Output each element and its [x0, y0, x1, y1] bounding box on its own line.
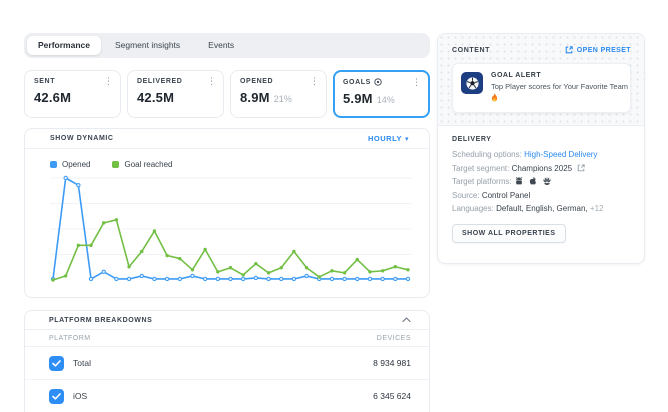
soccer-ball-icon	[461, 72, 483, 94]
checkbox-ios[interactable]	[49, 388, 64, 404]
delivery-section: DELIVERY Scheduling options: High-Speed …	[438, 126, 644, 243]
goal-alert-text: Top Player scores for Your Favorite Team	[491, 82, 633, 104]
devices-count: 6 345 624	[373, 391, 411, 401]
stat-value: 8.9M	[240, 90, 270, 105]
tab-bar: Performance Segment insights Events	[24, 33, 430, 58]
platform-name: iOS	[73, 391, 88, 401]
content-section-title: CONTENT	[452, 46, 491, 54]
stat-label: DELIVERED	[137, 78, 183, 85]
column-header-devices: DEVICES	[376, 334, 411, 342]
open-preset-link[interactable]: OPEN PRESET	[565, 46, 631, 54]
tab-performance[interactable]: Performance	[27, 36, 101, 55]
stat-label: SENT	[34, 78, 56, 85]
stat-label: OPENED	[240, 78, 274, 85]
legend-item-opened[interactable]: Opened	[50, 160, 90, 169]
android-icon	[515, 176, 523, 185]
legend-swatch-opened	[50, 161, 57, 168]
show-all-properties-button[interactable]: SHOW ALL PROPERTIES	[452, 223, 566, 243]
dynamic-line-chart[interactable]	[50, 172, 411, 285]
stat-percent: 14%	[376, 95, 395, 105]
check-icon	[52, 392, 61, 400]
stat-percent: 21%	[273, 94, 292, 104]
chevron-down-icon: ▾	[404, 135, 409, 143]
high-speed-delivery-link[interactable]: High-Speed Delivery	[524, 150, 598, 159]
external-link-icon[interactable]	[577, 163, 586, 172]
table-row-ios: iOS 6 345 624	[25, 380, 429, 412]
stat-card-delivered[interactable]: DELIVERED ⋮ 42.5M	[127, 70, 224, 118]
goal-alert-card[interactable]: GOAL ALERT Top Player scores for Your Fa…	[452, 63, 631, 113]
stat-label: GOALS	[343, 78, 371, 86]
flame-icon	[491, 92, 498, 102]
goal-target-icon	[374, 78, 382, 86]
huawei-icon	[543, 177, 551, 185]
legend-item-goal-reached[interactable]: Goal reached	[112, 160, 173, 169]
stat-value: 42.6M	[34, 90, 72, 105]
chevron-up-icon[interactable]	[402, 317, 411, 323]
delivery-line-segment: Target segment: Champions 2025	[452, 162, 631, 176]
platform-section-title: PLATFORM BREAKDOWNS	[49, 316, 153, 324]
check-icon	[52, 359, 61, 367]
column-header-platform: PLATFORM	[49, 334, 91, 342]
checkbox-total[interactable]	[49, 355, 64, 371]
dynamic-chart-card: SHOW DYNAMIC HOURLY ▾ Opened Goal reache…	[24, 128, 430, 298]
content-section: CONTENT OPEN PRESET	[438, 34, 644, 126]
tab-events[interactable]: Events	[208, 40, 235, 50]
delivery-line-platforms: Target platforms:	[452, 175, 631, 189]
kebab-menu-icon[interactable]: ⋮	[412, 77, 421, 87]
stat-value: 42.5M	[137, 90, 175, 105]
stat-value: 5.9M	[343, 91, 373, 106]
stat-card-sent[interactable]: SENT ⋮ 42.6M	[24, 70, 121, 118]
apple-icon	[529, 176, 536, 185]
delivery-section-title: DELIVERY	[452, 136, 492, 143]
interval-dropdown-label: HOURLY	[368, 134, 402, 143]
goal-alert-title: GOAL ALERT	[491, 72, 542, 79]
kebab-menu-icon[interactable]: ⋮	[207, 76, 216, 86]
stat-cards-row: SENT ⋮ 42.6M DELIVERED ⋮ 42.5M OPENED	[24, 70, 430, 118]
interval-dropdown[interactable]: HOURLY ▾	[368, 134, 409, 143]
chart-legend: Opened Goal reached	[50, 160, 429, 169]
stat-card-goals[interactable]: GOALS ⋮ 5.9M 14%	[333, 70, 430, 118]
legend-label: Goal reached	[124, 160, 173, 169]
external-link-icon	[565, 46, 573, 54]
open-preset-label: OPEN PRESET	[576, 46, 631, 54]
platform-breakdowns-card: PLATFORM BREAKDOWNS PLATFORM DEVICES Tot…	[24, 310, 430, 412]
target-segment-link[interactable]: Champions 2025	[511, 163, 573, 173]
devices-count: 8 934 981	[373, 358, 411, 368]
main-column: Performance Segment insights Events SENT…	[24, 33, 430, 412]
tab-segment-insights[interactable]: Segment insights	[114, 40, 181, 50]
chart-section-title: SHOW DYNAMIC	[50, 135, 114, 142]
delivery-line-languages: Languages: Default, English, German, +12	[452, 204, 604, 213]
platform-name: Total	[73, 358, 91, 368]
stat-card-opened[interactable]: OPENED ⋮ 8.9M 21%	[230, 70, 327, 118]
languages-more-count[interactable]: +12	[589, 204, 604, 213]
kebab-menu-icon[interactable]: ⋮	[104, 76, 113, 86]
table-row-total: Total 8 934 981	[25, 347, 429, 380]
content-side-panel: CONTENT OPEN PRESET	[437, 33, 645, 264]
legend-swatch-goal-reached	[112, 161, 120, 168]
legend-label: Opened	[62, 160, 91, 169]
delivery-line-source: Source: Control Panel	[452, 190, 531, 200]
delivery-line-scheduling: Scheduling options: High-Speed Delivery	[452, 150, 598, 159]
kebab-menu-icon[interactable]: ⋮	[310, 76, 319, 86]
